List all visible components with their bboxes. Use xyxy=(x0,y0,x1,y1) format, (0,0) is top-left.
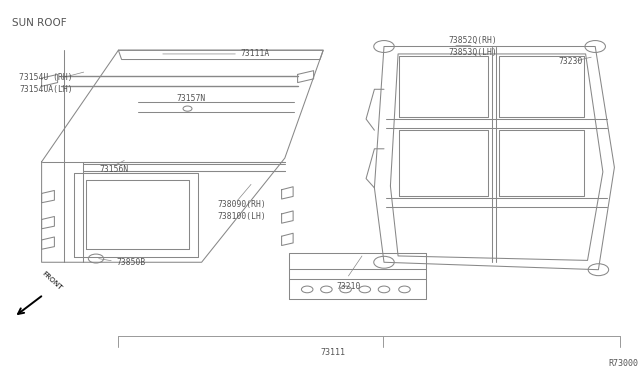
Text: 738090(RH)
738100(LH): 738090(RH) 738100(LH) xyxy=(218,200,266,221)
Text: 73230: 73230 xyxy=(558,57,582,66)
Text: R73000: R73000 xyxy=(608,359,638,368)
Text: SUN ROOF: SUN ROOF xyxy=(12,18,66,28)
Text: 73210: 73210 xyxy=(336,282,360,291)
Text: FRONT: FRONT xyxy=(40,270,63,291)
Text: 73852Q(RH)
73853Q(LH): 73852Q(RH) 73853Q(LH) xyxy=(448,36,497,57)
Text: 73154U (RH)
73154UA(LH): 73154U (RH) 73154UA(LH) xyxy=(19,73,73,94)
Text: 73111A: 73111A xyxy=(240,49,269,58)
Text: 73111: 73111 xyxy=(320,348,345,357)
Text: 73156N: 73156N xyxy=(99,165,129,174)
Text: 73157N: 73157N xyxy=(176,94,205,103)
Text: 73850B: 73850B xyxy=(116,258,146,267)
